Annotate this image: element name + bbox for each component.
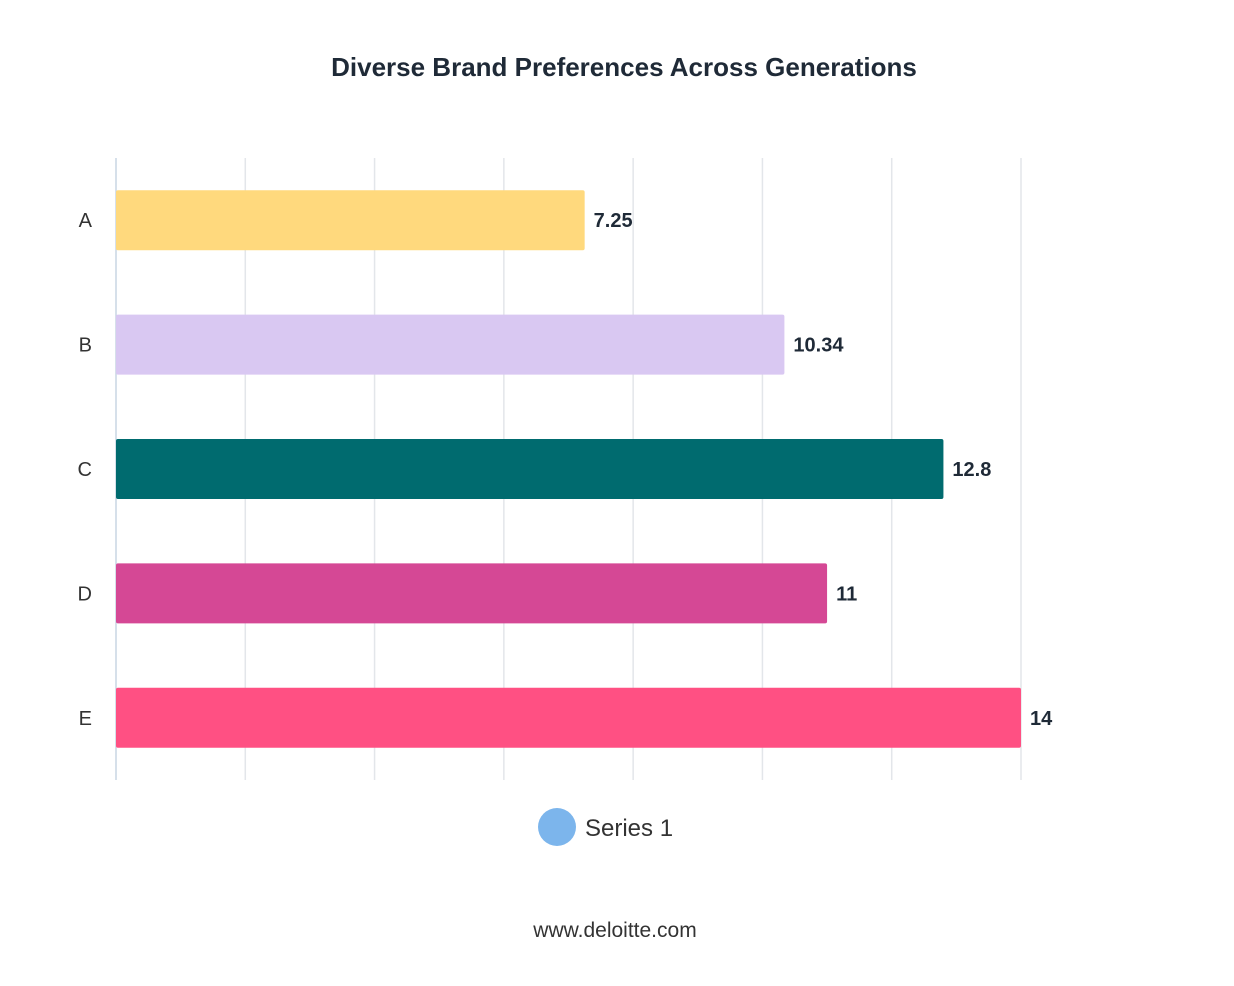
data-labels: 7.25 10.34 12.8 11 14	[594, 210, 1053, 730]
category-label-b: B	[79, 335, 92, 357]
category-label-e: E	[79, 708, 92, 730]
category-label-c: C	[78, 459, 92, 481]
bar-b	[116, 314, 785, 375]
source-credit: www.deloitte.com	[532, 919, 696, 942]
bar-c	[116, 439, 944, 499]
chart-title: Diverse Brand Preferences Across Generat…	[331, 52, 917, 82]
value-label-a: 7.25	[594, 210, 633, 232]
value-label-b: 10.34	[793, 335, 844, 357]
bars	[116, 190, 1021, 748]
category-labels: A B C D E	[78, 210, 93, 730]
bar-d	[116, 563, 828, 624]
bar-a	[116, 190, 585, 251]
category-label-d: D	[78, 583, 92, 605]
legend-marker-icon	[538, 808, 576, 846]
value-label-e: 14	[1030, 708, 1053, 730]
category-label-a: A	[79, 210, 93, 232]
legend[interactable]: Series 1	[538, 808, 673, 846]
legend-label: Series 1	[585, 815, 673, 842]
value-label-d: 11	[836, 583, 857, 605]
bar-e	[116, 687, 1021, 748]
value-label-c: 12.8	[952, 459, 991, 481]
